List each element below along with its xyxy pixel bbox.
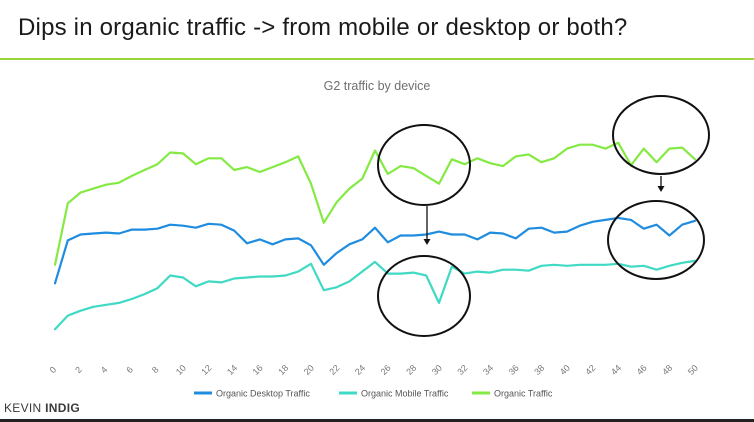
annotation-arrow-1 xyxy=(423,206,431,245)
annotation-ellipse-dip-2-desktop xyxy=(607,200,705,280)
x-tick-label: 42 xyxy=(583,363,597,377)
x-tick-label: 12 xyxy=(199,363,213,377)
x-tick-label: 2 xyxy=(73,365,84,376)
legend-label: Organic Mobile Traffic xyxy=(361,389,449,399)
x-tick-label: 20 xyxy=(302,363,316,377)
x-tick-label: 0 xyxy=(48,365,59,376)
x-tick-label: 36 xyxy=(507,363,521,377)
x-tick-label: 24 xyxy=(353,363,367,377)
annotation-layer xyxy=(377,95,710,337)
series-line-organic-mobile-traffic xyxy=(53,259,697,331)
annotation-ellipse-dip-1-mobile xyxy=(377,255,471,337)
x-tick-label: 30 xyxy=(430,363,444,377)
x-axis-tick-labels: 0 2 4 6 8 10 12 14 16 18 20 22 24 26 28 30 32 34 36 38 40 42 4… xyxy=(48,363,700,377)
x-tick-label: 44 xyxy=(609,363,623,377)
legend-item: Organic Desktop Traffic xyxy=(194,389,310,399)
x-tick-label: 40 xyxy=(558,363,572,377)
chart-legend: Organic Desktop Traffic Organic Mobile Tr… xyxy=(194,389,553,399)
x-tick-label: 18 xyxy=(276,363,290,377)
x-tick-label: 32 xyxy=(455,363,469,377)
legend-label: Organic Traffic xyxy=(494,389,553,399)
annotation-arrow-2 xyxy=(657,176,665,192)
x-tick-label: 10 xyxy=(174,363,188,377)
x-tick-label: 16 xyxy=(251,363,265,377)
x-tick-label: 8 xyxy=(150,365,161,376)
x-tick-label: 50 xyxy=(686,363,700,377)
annotation-ellipse-dip-2-organic xyxy=(612,95,710,175)
title-divider xyxy=(0,58,754,60)
brand-watermark: KEVIN INDIG xyxy=(4,401,80,415)
legend-item: Organic Traffic xyxy=(472,389,553,399)
x-tick-label: 48 xyxy=(660,363,674,377)
legend-item: Organic Mobile Traffic xyxy=(339,389,449,399)
brand-name-first: KEVIN xyxy=(4,401,42,415)
series-line-organic-desktop-traffic xyxy=(53,216,697,285)
x-tick-label: 14 xyxy=(225,363,239,377)
bottom-divider xyxy=(0,419,754,422)
x-tick-label: 22 xyxy=(327,363,341,377)
series-line-organic-traffic xyxy=(53,141,697,266)
x-tick-label: 28 xyxy=(404,363,418,377)
x-tick-label: 26 xyxy=(379,363,393,377)
annotation-ellipse-dip-1-organic xyxy=(377,124,471,206)
chart-title: G2 traffic by device xyxy=(324,79,431,93)
x-tick-label: 46 xyxy=(635,363,649,377)
slide-title: Dips in organic traffic -> from mobile o… xyxy=(18,14,628,41)
x-tick-label: 38 xyxy=(532,363,546,377)
series-lines xyxy=(53,141,697,331)
x-tick-label: 6 xyxy=(124,365,135,376)
x-tick-label: 34 xyxy=(481,363,495,377)
brand-name-second: INDIG xyxy=(45,401,80,415)
x-tick-label: 4 xyxy=(99,365,110,376)
legend-label: Organic Desktop Traffic xyxy=(216,389,310,399)
